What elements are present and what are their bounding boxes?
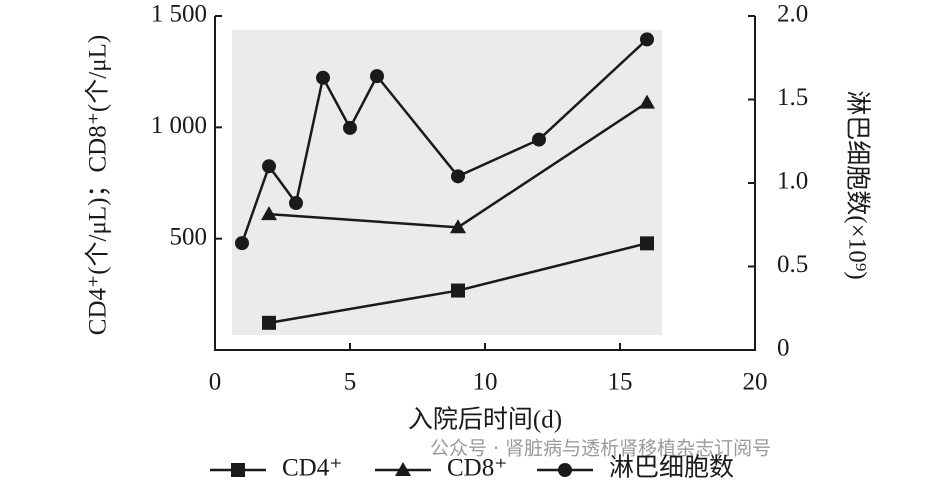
y-tick-label: 1 000 [151,112,207,139]
legend-marker [558,463,572,477]
legend-marker [231,463,245,477]
marker [370,69,384,84]
marker [451,169,465,184]
y-tick-label: 500 [170,223,208,250]
marker [289,196,303,211]
legend-label: 淋巴细胞数 [609,454,734,482]
legend-marker [395,462,411,476]
y2-tick-label: 0.5 [777,251,808,278]
y2-tick-label: 1.0 [777,168,808,195]
marker [261,206,277,221]
y2-axis-label: 淋巴细胞数(×10⁹) [843,90,871,279]
marker [450,219,466,234]
plot-background [232,30,662,335]
x-tick-label: 0 [209,369,222,396]
marker [262,159,276,174]
x-tick-label: 10 [473,369,498,396]
marker [343,120,357,135]
y-axis-label: CD4⁺(个/μL)；CD8⁺(个/μL) [85,35,112,335]
marker [640,32,654,47]
y2-tick-label: 2.0 [777,1,808,28]
marker [451,283,465,298]
y-tick-label: 1 500 [151,1,207,28]
marker [235,236,249,251]
marker [316,70,330,85]
y2-tick-label: 1.5 [777,84,808,111]
y2-tick-label: 0 [777,335,790,362]
watermark: 公众号 · 肾脏病与透析肾移植杂志订阅号 [430,438,771,460]
marker [532,132,546,147]
marker [640,236,654,251]
x-tick-label: 15 [608,369,633,396]
x-tick-label: 20 [743,369,768,396]
x-axis-label: 入院后时间(d) [408,406,562,434]
x-tick-label: 5 [344,369,357,396]
marker [262,315,276,330]
legend-label: CD4⁺ [282,455,342,482]
marker [639,94,655,109]
legend-label: CD8⁺ [447,455,507,482]
